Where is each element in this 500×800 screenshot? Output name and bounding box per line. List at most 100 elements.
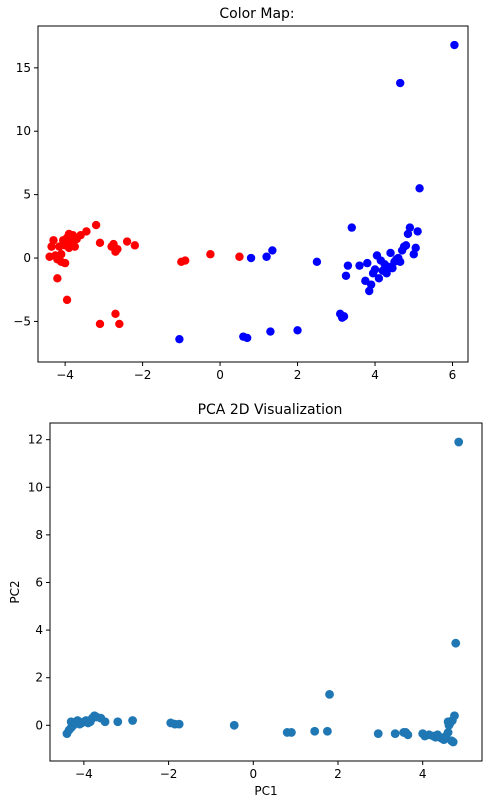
- color-map-ticks: −4 −2 0 2 4 6 −5 0 5 10 15: [13, 61, 456, 382]
- scatter-point: [396, 257, 405, 267]
- scatter-point: [323, 726, 332, 736]
- scatter-point: [450, 711, 459, 721]
- y-tick-label: 10: [28, 480, 43, 494]
- scatter-point: [403, 229, 413, 239]
- scatter-point: [113, 717, 123, 727]
- x-tick-label: −2: [134, 368, 152, 382]
- scatter-point: [100, 717, 110, 727]
- scatter-point: [365, 286, 374, 296]
- scatter-point: [111, 309, 120, 319]
- scatter-point: [287, 728, 296, 737]
- scatter-point: [111, 247, 120, 256]
- scatter-point: [130, 241, 140, 250]
- scatter-point: [448, 737, 458, 747]
- scatter-point: [115, 319, 124, 329]
- scatter-point: [443, 728, 453, 737]
- pca-x-axis-label: PC1: [254, 784, 277, 798]
- scatter-point: [409, 250, 418, 259]
- pca-y-axis-label: PC2: [8, 580, 22, 603]
- scatter-point: [413, 227, 422, 236]
- scatter-point: [341, 271, 351, 280]
- y-tick-label: 4: [35, 623, 43, 637]
- x-tick-label: 0: [216, 368, 224, 382]
- color-map-chart-title: Color Map:: [219, 6, 294, 22]
- y-tick-label: 10: [16, 124, 31, 138]
- scatter-point: [55, 242, 64, 251]
- scatter-point: [403, 730, 413, 740]
- scatter-point: [451, 638, 461, 648]
- scatter-point: [411, 243, 420, 253]
- scatter-point: [312, 257, 322, 267]
- x-tick-label: −4: [56, 368, 74, 382]
- scatter-point: [262, 252, 271, 261]
- scatter-point: [175, 334, 184, 344]
- scatter-point: [45, 252, 54, 261]
- scatter-point: [91, 220, 101, 230]
- pca-axes-frame: [49, 422, 483, 762]
- scatter-point: [95, 319, 105, 329]
- scatter-point: [47, 242, 56, 251]
- scatter-point: [174, 719, 184, 729]
- pca-chart-title: PCA 2D Visualization: [198, 402, 343, 418]
- scatter-point: [355, 261, 364, 270]
- scatter-point: [122, 237, 132, 246]
- y-tick-label: 8: [35, 528, 43, 542]
- x-tick-label: 6: [449, 368, 457, 382]
- scatter-point: [235, 252, 244, 261]
- pca-points: [62, 437, 464, 747]
- scatter-point: [64, 243, 74, 253]
- scatter-point: [450, 40, 459, 50]
- scatter-point: [370, 265, 380, 274]
- scatter-point: [58, 236, 68, 245]
- scatter-point: [374, 274, 384, 283]
- scatter-point: [206, 250, 215, 259]
- x-tick-label: 2: [294, 368, 302, 382]
- scatter-point: [343, 261, 353, 270]
- scatter-point: [415, 184, 424, 193]
- scatter-point: [242, 333, 252, 343]
- scatter-point: [366, 280, 376, 289]
- y-tick-label: 5: [23, 188, 31, 202]
- scatter-point: [128, 716, 137, 725]
- scatter-point: [405, 223, 415, 232]
- x-tick-label: −4: [75, 767, 93, 781]
- color-map-axes-frame: [37, 25, 469, 363]
- y-tick-label: 0: [35, 718, 43, 732]
- scatter-point: [401, 241, 411, 250]
- scatter-point: [49, 236, 58, 245]
- pca-2d-chart: PCA 2D Visualization −4 −2 0 2 4 0 2 4 6 8 10 12 PC…: [8, 402, 483, 798]
- scatter-point: [60, 258, 70, 268]
- scatter-point: [268, 246, 277, 255]
- scatter-point: [347, 223, 356, 232]
- x-tick-label: −2: [160, 767, 178, 781]
- y-tick-label: 2: [35, 671, 43, 685]
- y-tick-label: 15: [16, 61, 31, 75]
- scatter-point: [388, 263, 397, 273]
- scatter-point: [246, 253, 256, 263]
- x-tick-label: 0: [249, 767, 257, 781]
- scatter-point: [57, 250, 66, 259]
- scatter-point: [390, 729, 400, 739]
- scatter-point: [382, 269, 391, 278]
- scatter-point: [386, 248, 395, 258]
- scatter-point: [266, 327, 275, 336]
- color-map-chart: Color Map: −4 −2 0 2 4 6 −5 0 5 10 15: [13, 6, 469, 382]
- scatter-point: [325, 689, 334, 699]
- scatter-point: [373, 729, 383, 739]
- y-tick-label: 6: [35, 575, 43, 589]
- scatter-point: [82, 227, 91, 236]
- x-tick-label: 2: [334, 767, 342, 781]
- x-tick-label: 4: [371, 368, 379, 382]
- scatter-point: [363, 258, 372, 268]
- y-tick-label: 12: [28, 433, 43, 447]
- scatter-point: [396, 78, 405, 88]
- y-tick-label: 0: [23, 251, 31, 265]
- scatter-point: [181, 256, 190, 265]
- scatter-point: [310, 726, 320, 736]
- x-tick-label: 4: [419, 767, 427, 781]
- scatter-point: [95, 238, 105, 248]
- scatter-point: [293, 326, 302, 335]
- scatter-point: [229, 720, 239, 730]
